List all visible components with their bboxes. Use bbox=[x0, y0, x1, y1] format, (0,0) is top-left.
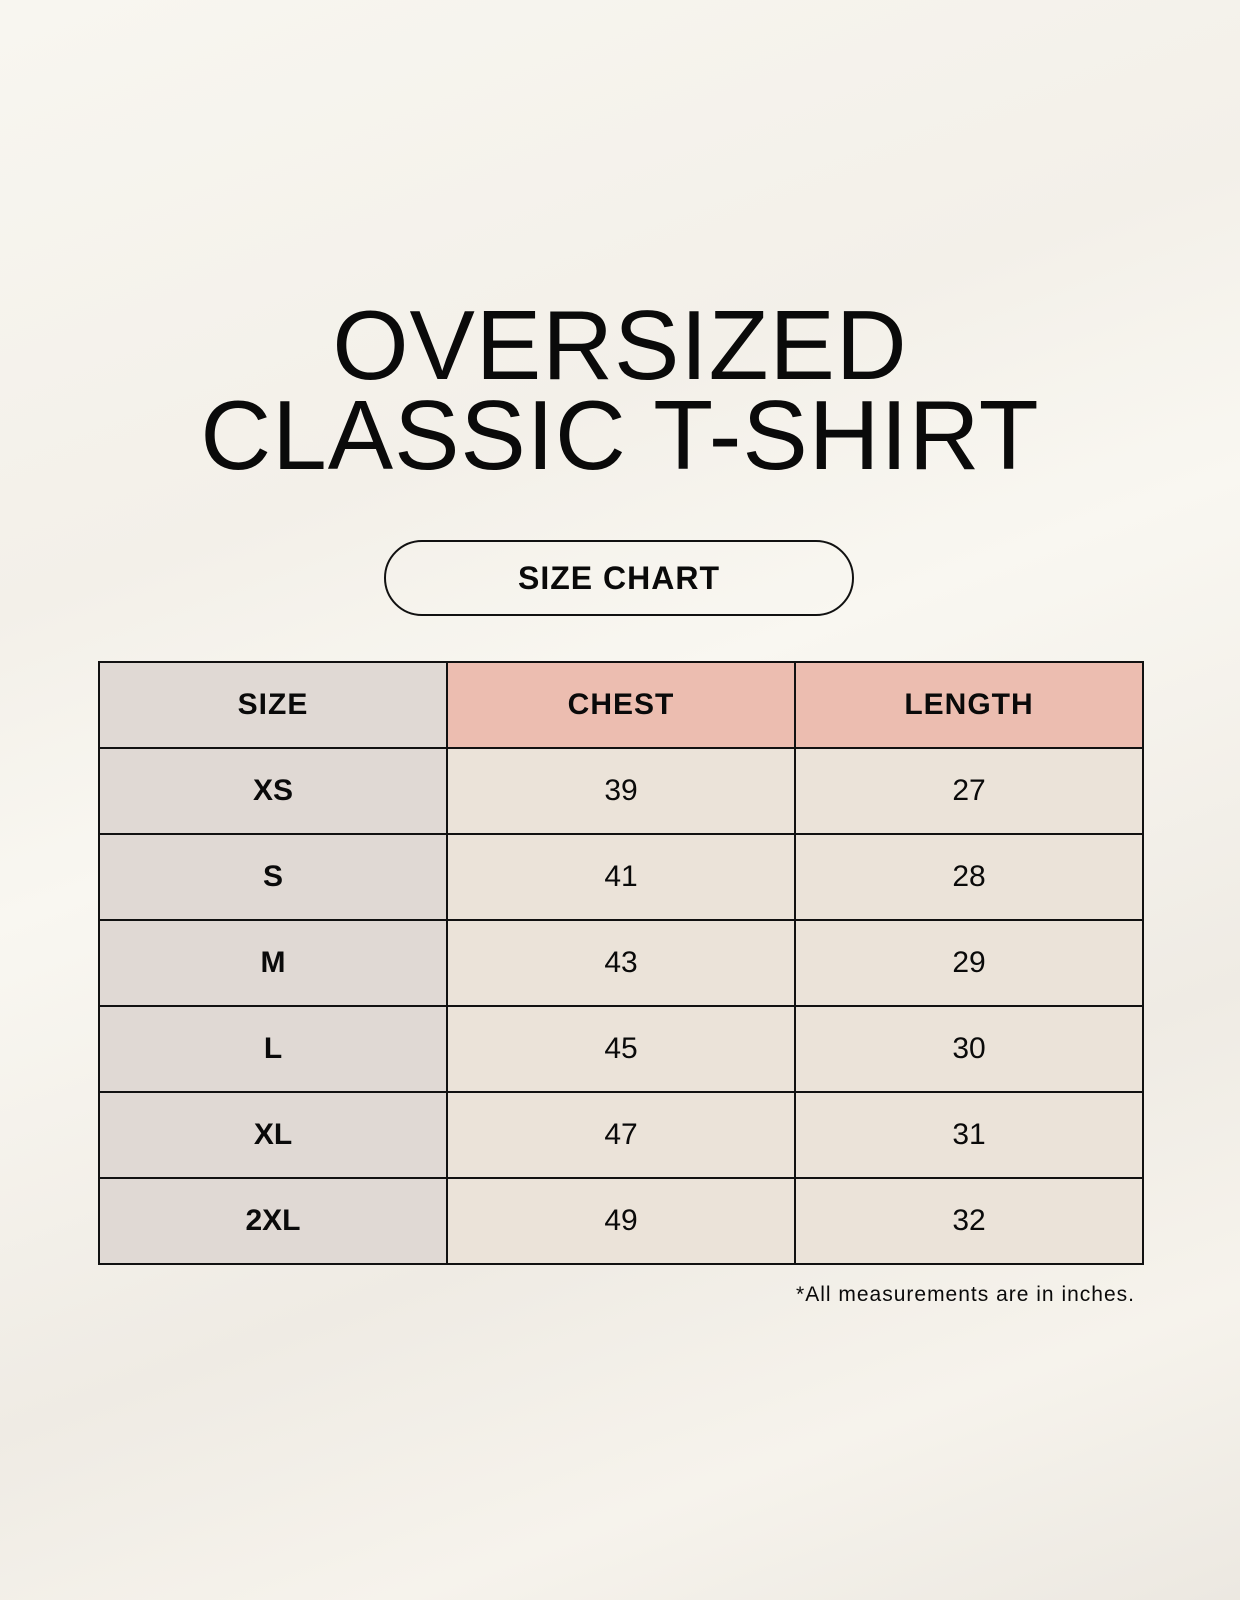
cell-size: L bbox=[98, 1005, 448, 1093]
cell-chest: 41 bbox=[446, 833, 796, 921]
size-chart-badge: SIZE CHART bbox=[384, 540, 854, 616]
cell-length: 28 bbox=[794, 833, 1144, 921]
cell-length: 27 bbox=[794, 747, 1144, 835]
page-title: OVERSIZED CLASSIC T-SHIRT bbox=[0, 290, 1240, 490]
header-size: SIZE bbox=[98, 661, 448, 749]
cell-chest: 43 bbox=[446, 919, 796, 1007]
table-row: M 43 29 bbox=[98, 919, 1144, 1007]
cell-chest: 49 bbox=[446, 1177, 796, 1265]
table-row: 2XL 49 32 bbox=[98, 1177, 1144, 1265]
cell-size: XS bbox=[98, 747, 448, 835]
title-line-2: CLASSIC T-SHIRT bbox=[200, 380, 1040, 490]
cell-length: 29 bbox=[794, 919, 1144, 1007]
cell-size: S bbox=[98, 833, 448, 921]
cell-chest: 39 bbox=[446, 747, 796, 835]
table-row: XL 47 31 bbox=[98, 1091, 1144, 1179]
table-header-row: SIZE CHEST LENGTH bbox=[98, 661, 1144, 749]
cell-length: 31 bbox=[794, 1091, 1144, 1179]
title-line-1: OVERSIZED bbox=[332, 290, 908, 400]
cell-size: 2XL bbox=[98, 1177, 448, 1265]
cell-size: M bbox=[98, 919, 448, 1007]
cell-length: 30 bbox=[794, 1005, 1144, 1093]
header-chest: CHEST bbox=[446, 661, 796, 749]
table-row: S 41 28 bbox=[98, 833, 1144, 921]
table-row: XS 39 27 bbox=[98, 747, 1144, 835]
measurement-note: *All measurements are in inches. bbox=[796, 1283, 1135, 1306]
size-table: SIZE CHEST LENGTH XS 39 27 S 41 28 M 43 29 L 45 30 X… bbox=[98, 661, 1144, 1265]
cell-length: 32 bbox=[794, 1177, 1144, 1265]
cell-chest: 47 bbox=[446, 1091, 796, 1179]
cell-chest: 45 bbox=[446, 1005, 796, 1093]
cell-size: XL bbox=[98, 1091, 448, 1179]
header-length: LENGTH bbox=[794, 661, 1144, 749]
table-row: L 45 30 bbox=[98, 1005, 1144, 1093]
